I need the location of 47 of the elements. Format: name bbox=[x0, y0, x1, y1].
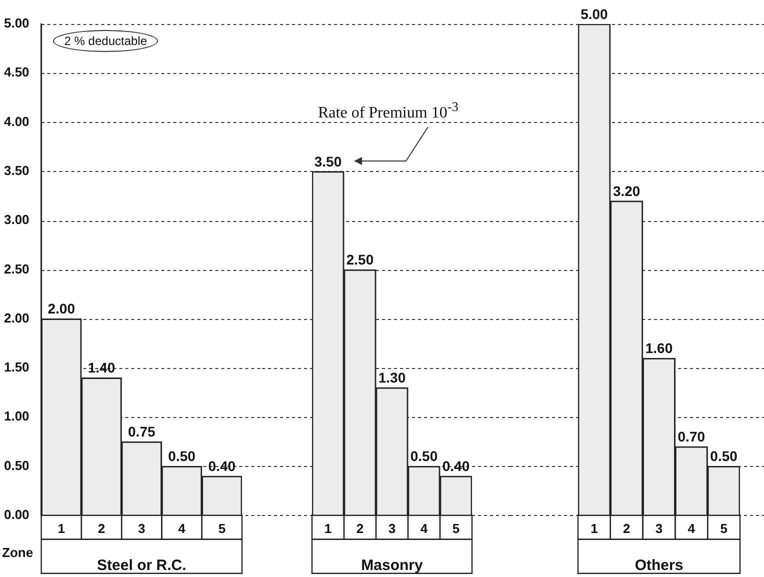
data-label: 0.50 bbox=[168, 448, 196, 464]
data-label: 0.70 bbox=[678, 428, 706, 444]
data-label: 0.40 bbox=[442, 458, 470, 474]
x-tick-label: 3 bbox=[655, 520, 663, 536]
data-label: 0.50 bbox=[710, 448, 738, 464]
x-tick-label: 4 bbox=[420, 520, 428, 536]
y-tick-label: 1.00 bbox=[4, 408, 30, 424]
y-tick-label: 2.50 bbox=[4, 261, 30, 276]
data-label: 0.40 bbox=[208, 458, 236, 474]
data-label: 3.20 bbox=[612, 182, 640, 199]
data-label: 2.50 bbox=[346, 252, 374, 268]
x-tick-label: 1 bbox=[324, 520, 332, 536]
x-tick-label: 4 bbox=[688, 520, 696, 536]
text: Zone bbox=[2, 545, 34, 560]
x-axis-title: Others bbox=[634, 557, 684, 574]
y-tick-label: 3.00 bbox=[4, 212, 30, 228]
y-tick-label: 0.00 bbox=[4, 506, 30, 522]
x-axis-title: Steel or R.C. bbox=[97, 557, 186, 574]
x-tick-label: 5 bbox=[452, 520, 460, 536]
data-label: 5.00 bbox=[580, 6, 608, 22]
x-tick-label: 1 bbox=[590, 520, 598, 536]
x-tick-label: 2 bbox=[622, 520, 630, 536]
x-tick-label: 1 bbox=[58, 520, 65, 536]
y-tick-label: 3.50 bbox=[4, 163, 30, 178]
x-tick-label: 3 bbox=[388, 520, 396, 536]
data-label: 1.30 bbox=[378, 369, 406, 386]
annotation: 2 % deductable bbox=[53, 30, 158, 52]
data-label: 0.75 bbox=[128, 424, 156, 440]
data-label: 2.00 bbox=[48, 300, 76, 317]
annotation: Rate of Premium 10$^{-3}$ bbox=[318, 99, 458, 123]
data-label: 1.40 bbox=[88, 360, 116, 376]
y-tick-label: 5.00 bbox=[4, 16, 30, 31]
y-tick-label: 1.50 bbox=[4, 360, 30, 375]
x-tick-label: 2 bbox=[98, 520, 106, 536]
y-tick-label: 0.50 bbox=[4, 458, 30, 473]
y-tick-label: 2.00 bbox=[4, 310, 30, 326]
x-tick-label: 5 bbox=[720, 520, 728, 536]
x-tick-label: 4 bbox=[178, 520, 186, 536]
data-label: 3.50 bbox=[314, 153, 342, 170]
y-tick-label: 4.50 bbox=[4, 64, 30, 80]
data-label: 1.60 bbox=[645, 340, 673, 356]
data-label: 0.50 bbox=[410, 448, 438, 464]
x-axis-title: Masonry bbox=[361, 557, 424, 574]
x-tick-label: 2 bbox=[356, 520, 364, 536]
x-tick-label: 3 bbox=[138, 520, 146, 536]
y-tick-label: 4.00 bbox=[4, 114, 30, 129]
x-tick-label: 5 bbox=[218, 520, 226, 536]
